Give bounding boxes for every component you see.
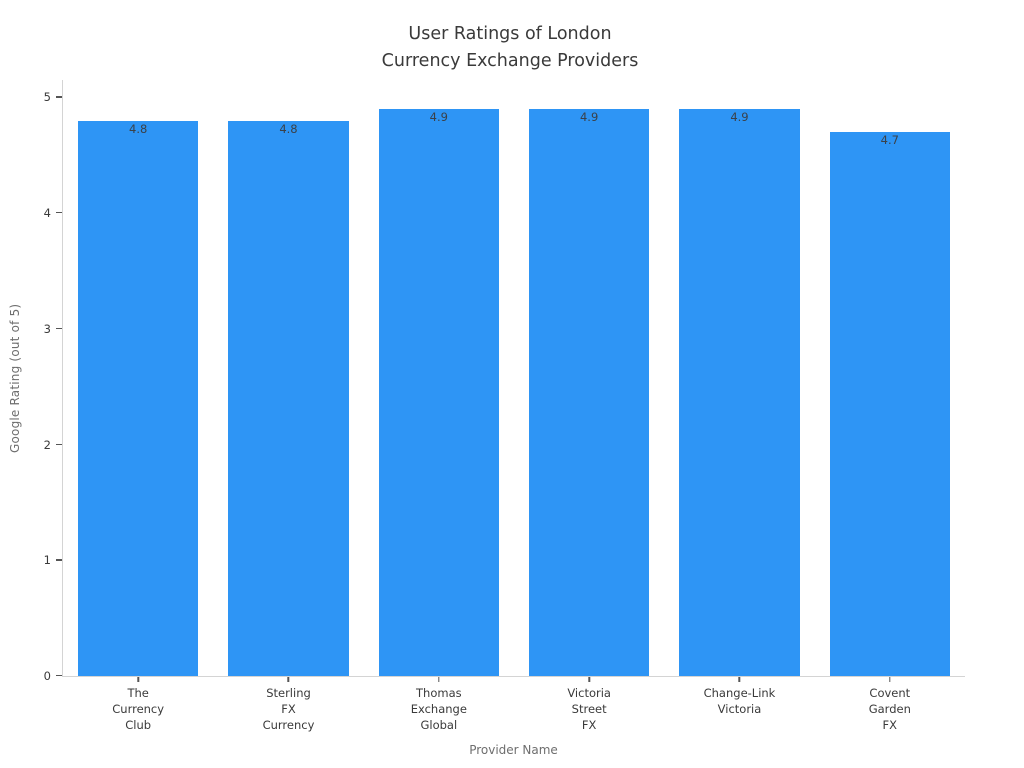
bar-slot: 4.9 Victoria Street FX [514, 80, 664, 732]
bar-value-label: 4.8 [279, 121, 298, 136]
y-tick-label: 1 [43, 553, 51, 568]
bar: 4.9 [378, 108, 499, 676]
bar-slot: 4.9 Thomas Exchange Global [364, 80, 514, 732]
x-tick-mark [738, 677, 741, 682]
bar: 4.9 [679, 108, 800, 676]
x-tick-mark [287, 677, 290, 682]
y-tick-mark [56, 96, 62, 98]
y-axis-title: Google Rating (out of 5) [8, 303, 22, 454]
bar-slot: 4.8 The Currency Club [63, 80, 213, 732]
x-tick-label: Covent Garden FX [868, 686, 911, 732]
bar-slot: 4.8 Sterling FX Currency [213, 80, 363, 732]
bar-value-label: 4.8 [129, 121, 148, 136]
y-tick-mark [56, 675, 62, 677]
bar-slot: 4.9 Change-Link Victoria [664, 80, 814, 716]
x-tick-label: Sterling FX Currency [262, 686, 315, 732]
bar: 4.8 [228, 120, 349, 676]
bars-container: 4.8 The Currency Club 4.8 Sterling FX Curre… [63, 80, 965, 732]
y-tick-label: 3 [43, 321, 51, 336]
x-tick-mark [588, 677, 590, 682]
y-tick-mark [56, 327, 62, 330]
x-tick-mark [438, 677, 440, 682]
bar: 4.8 [78, 120, 199, 676]
x-tick-mark [889, 677, 891, 682]
bar: 4.7 [829, 132, 950, 676]
x-tick-label: The Currency Club [112, 686, 165, 732]
bar-value-label: 4.7 [880, 133, 899, 148]
x-tick-mark [137, 677, 139, 682]
x-tick-label: Thomas Exchange Global [410, 686, 467, 732]
bar: 4.9 [529, 108, 650, 676]
bar-value-label: 4.9 [429, 109, 448, 124]
y-tick-label: 0 [43, 669, 51, 683]
y-tick-mark [56, 212, 62, 214]
bar-value-label: 4.9 [730, 109, 749, 124]
plot-area: 0 1 2 3 4 5 4.8 The Currency Club 4.8 Sterling F… [44, 80, 965, 732]
x-axis-title: Provider Name [469, 743, 558, 757]
y-tick-label: 4 [43, 206, 51, 221]
chart-title: User Ratings of London Currency Exchange… [381, 24, 639, 71]
x-tick-label: Victoria Street FX [567, 686, 611, 732]
bar-slot: 4.7 Covent Garden FX [815, 80, 965, 732]
y-tick-mark [56, 559, 62, 561]
x-tick-label: Change-Link Victoria [703, 686, 776, 716]
bar-value-label: 4.9 [579, 109, 599, 124]
y-tick-label: 5 [43, 90, 51, 105]
y-tick-label: 2 [43, 437, 51, 452]
y-tick-mark [56, 443, 62, 445]
